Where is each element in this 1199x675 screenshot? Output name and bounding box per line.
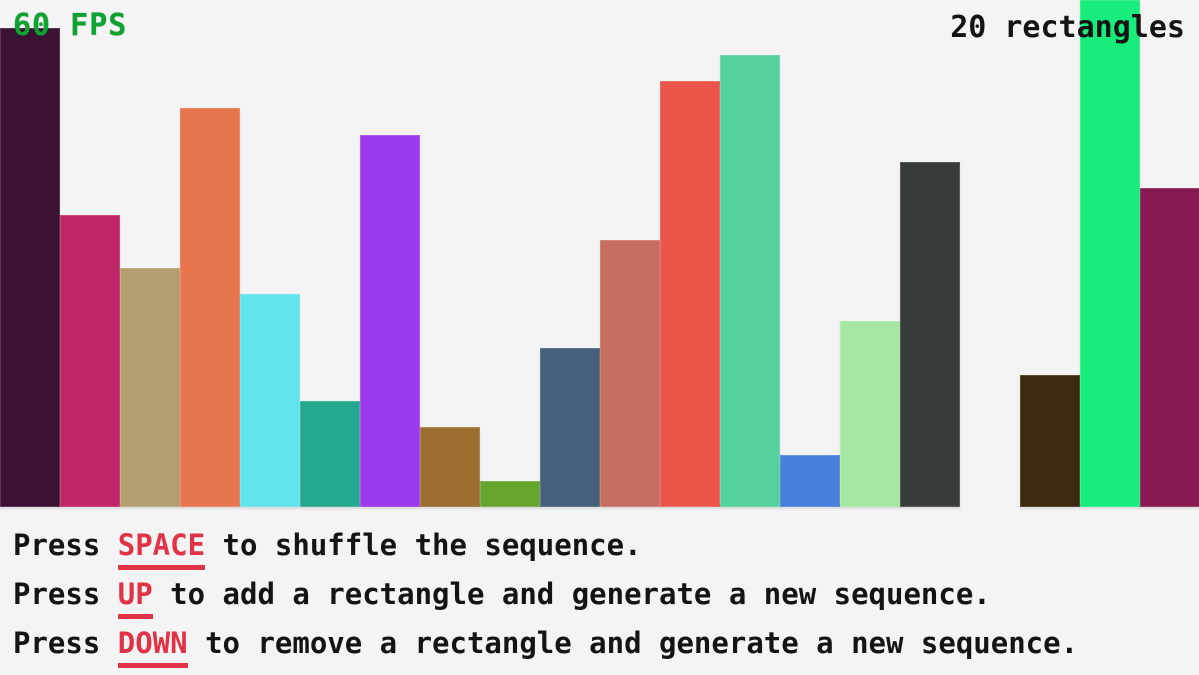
- instruction-add: Press UP to add a rectangle and generate…: [13, 570, 1078, 619]
- rectangle-bar: [180, 108, 240, 507]
- rectangle-bar: [660, 81, 720, 507]
- instruction-text: Press: [13, 577, 118, 611]
- rectangle-bar: [240, 294, 300, 507]
- instruction-text: to shuffle the sequence.: [205, 528, 642, 562]
- key-space: SPACE: [117, 528, 206, 570]
- rectangle-bar: [540, 348, 600, 507]
- rectangle-bar: [780, 455, 840, 507]
- rectangle-bar: [300, 401, 360, 507]
- rectangle-bar: [1080, 0, 1140, 507]
- bars-container: [0, 0, 1199, 507]
- rectangle-bar: [0, 28, 60, 507]
- instruction-remove: Press DOWN to remove a rectangle and gen…: [13, 619, 1078, 668]
- instruction-text: Press: [13, 528, 118, 562]
- rectangle-bar: [600, 240, 660, 507]
- instruction-text: to add a rectangle and generate a new se…: [152, 577, 991, 611]
- rectangle-bar: [120, 268, 180, 507]
- key-down: DOWN: [117, 626, 188, 668]
- rectangle-bar: [60, 215, 120, 507]
- rectangle-bar: [840, 321, 900, 507]
- rectangle-bar: [480, 481, 540, 507]
- instructions-panel: Press SPACE to shuffle the sequence. Pre…: [13, 521, 1078, 668]
- instruction-text: to remove a rectangle and generate a new…: [187, 626, 1079, 660]
- instruction-text: Press: [13, 626, 118, 660]
- fps-counter: 60 FPS: [13, 8, 128, 43]
- rectangle-bar: [1020, 375, 1080, 507]
- rectangle-bar: [720, 55, 780, 507]
- rectangle-bar: [420, 427, 480, 507]
- instruction-shuffle: Press SPACE to shuffle the sequence.: [13, 521, 1078, 570]
- rectangle-count-label: 20 rectangles: [950, 10, 1185, 45]
- rectangle-bar: [360, 135, 420, 507]
- rectangle-bar: [900, 162, 960, 507]
- rectangle-bar: [1140, 188, 1199, 507]
- key-up: UP: [117, 577, 153, 619]
